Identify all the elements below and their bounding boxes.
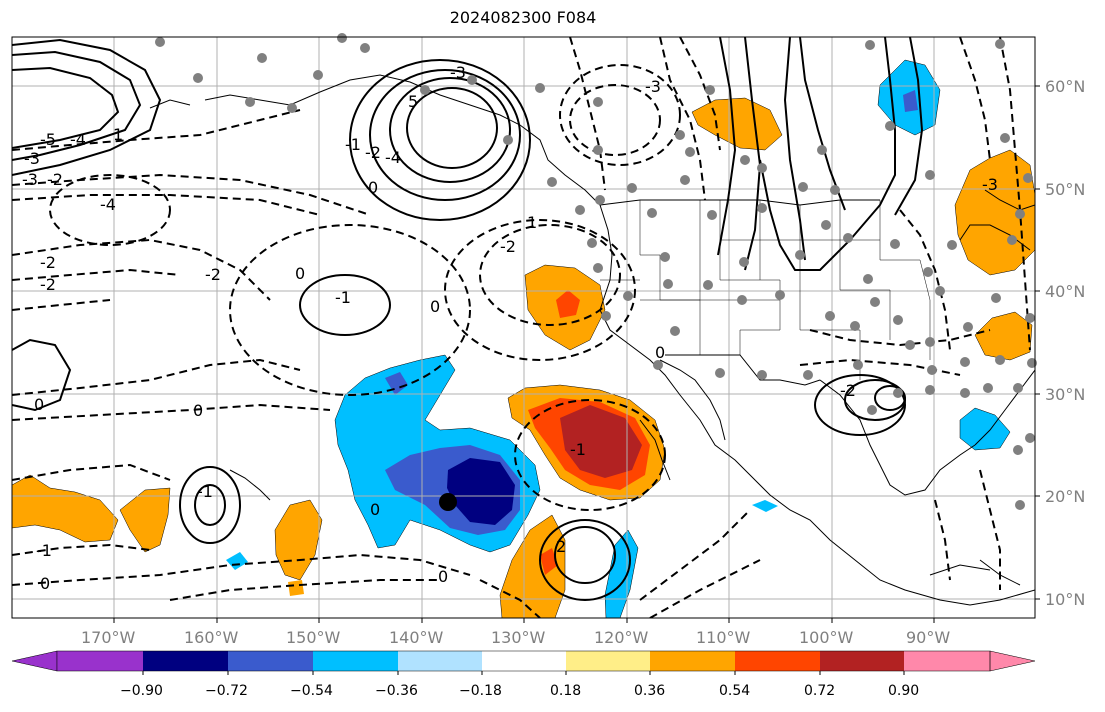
contour-label: -1 [570,440,586,459]
contour-label: -3 [982,175,998,194]
contour-label: 0 [368,178,378,197]
colorbar [11,650,1036,675]
colorbar-tick-label: −0.54 [290,683,333,699]
state-borders [600,200,931,380]
station-dots [155,33,1037,510]
contour-label: -2 [40,275,56,294]
contour-label: -2 [40,253,56,272]
colorbar-tick-label: 0.72 [804,683,836,699]
contour-label: -1 [335,288,351,307]
colorbar-tick-label: −0.18 [459,683,502,699]
colorbar-tick-label: 0.36 [634,683,666,699]
lat-label: 20°N [1045,487,1086,506]
contour-label: -3 [22,170,38,189]
contour-label: 0 [370,500,380,519]
contour-label: -3 [450,63,466,82]
contour-label: 0 [193,401,203,420]
colorbar-extend-low [11,650,58,672]
lon-label: 120°W [594,628,649,647]
tick-marks [113,85,1040,623]
lat-label: 50°N [1045,180,1086,199]
gridlines [12,37,1035,618]
lon-label: 90°W [906,628,951,647]
contour-label: 1 [113,125,123,144]
pos-strong-region [560,405,642,478]
lon-label: 150°W [286,628,341,647]
lat-label: 10°N [1045,590,1086,609]
contour-label: -4 [70,130,86,149]
contour-label: -1 [36,541,52,560]
colorbar-extend-high [989,650,1036,672]
lon-label: 130°W [491,628,546,647]
chart-title: 2024082300 F084 [449,8,597,27]
contour-label: -2 [840,381,856,400]
contour-label: 0 [438,567,448,586]
storm-center-marker [439,493,457,511]
contour-label: -2 [47,170,63,189]
lon-label: 160°W [184,628,239,647]
colorbar-tick-label: −0.36 [375,683,418,699]
contour-label: 0 [295,264,305,283]
neg-strong-region [447,458,515,525]
contour-label: -1 [197,482,213,501]
lon-label: 170°W [81,628,136,647]
positive-contours [12,37,924,601]
lon-label: 140°W [389,628,444,647]
contour-label: 0 [430,297,440,316]
contour-label: -3 [645,77,661,96]
negative-contours [12,37,1031,618]
contour-label: 1 [527,213,537,232]
colorbar-tick-label: −0.72 [205,683,248,699]
colorbar-tick-label: −0.90 [120,683,163,699]
colorbar-tick-label: 0.90 [888,683,920,699]
lat-label: 60°N [1045,77,1086,96]
lon-label: 110°W [696,628,751,647]
contour-label: -2 [365,143,381,162]
contour-label: -4 [385,148,401,167]
contour-label: -4 [100,195,116,214]
contour-label: 0 [40,574,50,593]
contour-labels: -3 5 -3 -2 -4 -3 -2 -2 0 0 -1 -1 -2 0 0 … [22,63,998,593]
contour-label: 0 [655,343,665,362]
lon-label: 100°W [799,628,854,647]
contour-label: -2 [205,265,221,284]
contour-label: 5 [408,92,418,111]
contour-label: -5 [40,130,56,149]
contour-label: 0 [34,395,44,414]
colorbar-tick-label: 0.18 [550,683,582,699]
lat-label: 30°N [1045,385,1086,404]
contour-label: -3 [24,149,40,168]
contour-label: -1 [345,135,361,154]
contour-label: 2 [556,537,566,556]
contour-label: -2 [500,237,516,256]
lat-label: 40°N [1045,282,1086,301]
filled-anomalies [12,59,1035,618]
colorbar-tick-label: 0.54 [719,683,751,699]
